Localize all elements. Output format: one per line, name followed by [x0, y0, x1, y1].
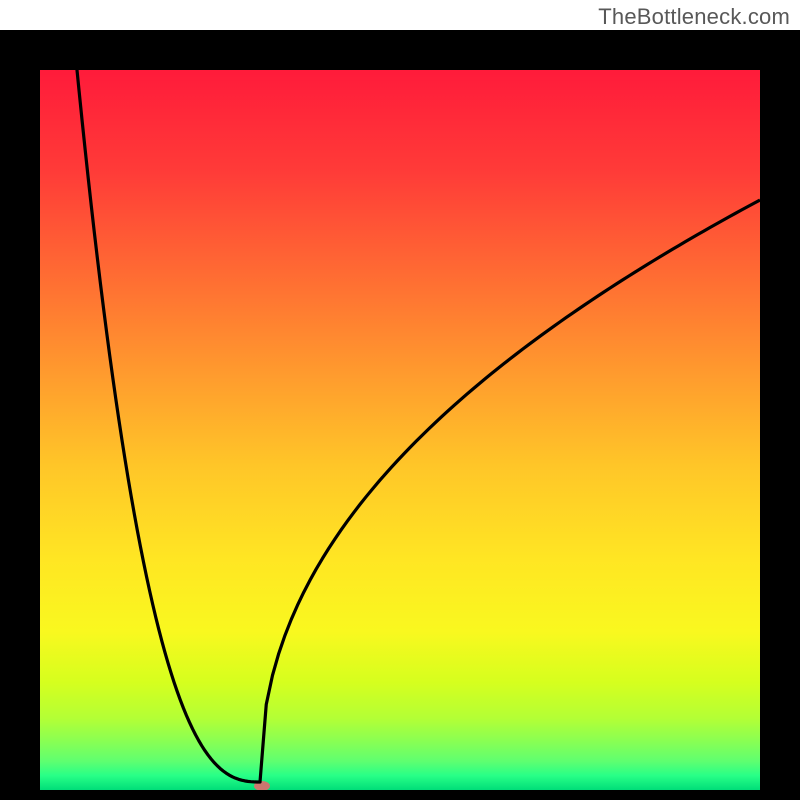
chart-container: TheBottleneck.com: [0, 0, 800, 800]
watermark-text: TheBottleneck.com: [598, 4, 790, 30]
curve-path: [76, 70, 760, 782]
plot-area: [40, 70, 760, 790]
bottleneck-curve: [40, 70, 760, 790]
